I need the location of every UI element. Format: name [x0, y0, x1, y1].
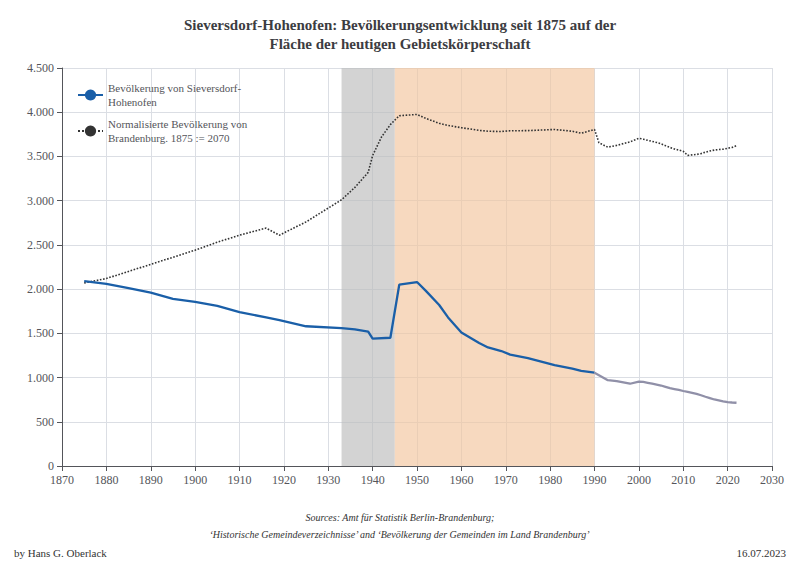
svg-text:2.000: 2.000 — [27, 282, 54, 296]
svg-text:2000: 2000 — [627, 473, 651, 487]
svg-text:1920: 1920 — [272, 473, 296, 487]
svg-text:1.000: 1.000 — [27, 371, 54, 385]
svg-text:Normalisierte Bevölkerung von: Normalisierte Bevölkerung von — [108, 118, 248, 130]
svg-text:1950: 1950 — [405, 473, 429, 487]
svg-text:1890: 1890 — [139, 473, 163, 487]
svg-text:500: 500 — [36, 415, 54, 429]
svg-text:Fläche der heutigen Gebietskör: Fläche der heutigen Gebietskörperschaft — [270, 36, 531, 52]
svg-text:0: 0 — [48, 459, 54, 473]
svg-text:1990: 1990 — [583, 473, 607, 487]
svg-text:Sources: Amt für Statistik Ber: Sources: Amt für Statistik Berlin-Brande… — [305, 512, 494, 523]
svg-text:1940: 1940 — [361, 473, 385, 487]
svg-text:16.07.2023: 16.07.2023 — [737, 547, 787, 559]
svg-text:Bevölkerung von Sieversdorf-: Bevölkerung von Sieversdorf- — [108, 82, 242, 94]
svg-text:1930: 1930 — [316, 473, 340, 487]
svg-text:4.500: 4.500 — [27, 61, 54, 75]
svg-text:1870: 1870 — [50, 473, 74, 487]
svg-text:3.500: 3.500 — [27, 149, 54, 163]
svg-text:1960: 1960 — [449, 473, 473, 487]
svg-text:1900: 1900 — [183, 473, 207, 487]
svg-text:Hohenofen: Hohenofen — [108, 96, 157, 108]
svg-text:2.500: 2.500 — [27, 238, 54, 252]
svg-text:‘Historische Gemeindeverzeichn: ‘Historische Gemeindeverzeichnisse’ and … — [209, 529, 590, 540]
svg-text:2020: 2020 — [716, 473, 740, 487]
svg-text:2030: 2030 — [760, 473, 784, 487]
svg-text:3.000: 3.000 — [27, 194, 54, 208]
svg-text:1.500: 1.500 — [27, 326, 54, 340]
svg-text:4.000: 4.000 — [27, 105, 54, 119]
svg-text:1880: 1880 — [94, 473, 118, 487]
svg-text:1970: 1970 — [494, 473, 518, 487]
svg-text:Sieversdorf-Hohenofen: Bevölke: Sieversdorf-Hohenofen: Bevölkerungsentwi… — [184, 17, 616, 33]
svg-text:1980: 1980 — [538, 473, 562, 487]
svg-text:by Hans G. Oberlack: by Hans G. Oberlack — [14, 547, 107, 559]
svg-text:Brandenburg. 1875 := 2070: Brandenburg. 1875 := 2070 — [108, 132, 230, 144]
svg-text:1910: 1910 — [228, 473, 252, 487]
svg-text:2010: 2010 — [671, 473, 695, 487]
